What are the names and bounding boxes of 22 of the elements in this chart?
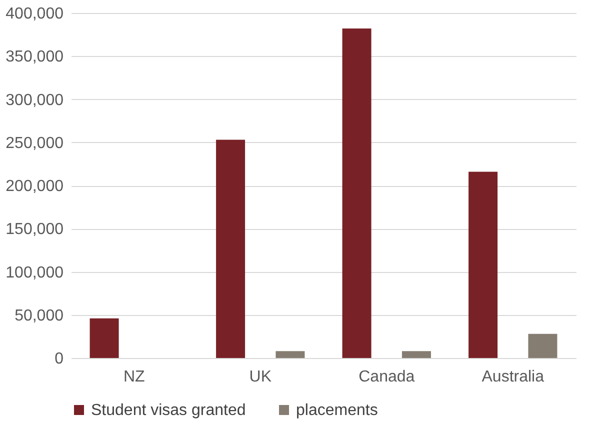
legend-label: placements	[296, 402, 378, 419]
y-tick-label: 50,000	[14, 307, 64, 324]
x-tick-label: Australia	[482, 368, 544, 386]
x-tick-label: UK	[249, 368, 272, 386]
bar	[90, 318, 119, 358]
y-tick-label: 400,000	[6, 6, 64, 22]
bar	[216, 140, 246, 358]
x-tick-label: Canada	[358, 368, 415, 386]
y-tick-label: 200,000	[6, 178, 64, 195]
legend-label: Student visas granted	[91, 402, 246, 419]
y-tick-label: 350,000	[6, 48, 64, 66]
bar	[402, 351, 431, 358]
y-tick-label: 150,000	[6, 221, 64, 238]
bar	[276, 351, 305, 358]
x-tick-label: NZ	[123, 368, 146, 386]
y-tick-label: 100,000	[6, 264, 64, 282]
y-tick-label: 0	[54, 350, 64, 368]
y-tick-label: 250,000	[6, 134, 64, 152]
bar	[528, 334, 558, 358]
bar	[468, 172, 498, 358]
y-tick-label: 300,000	[6, 92, 64, 109]
bar	[342, 28, 372, 358]
